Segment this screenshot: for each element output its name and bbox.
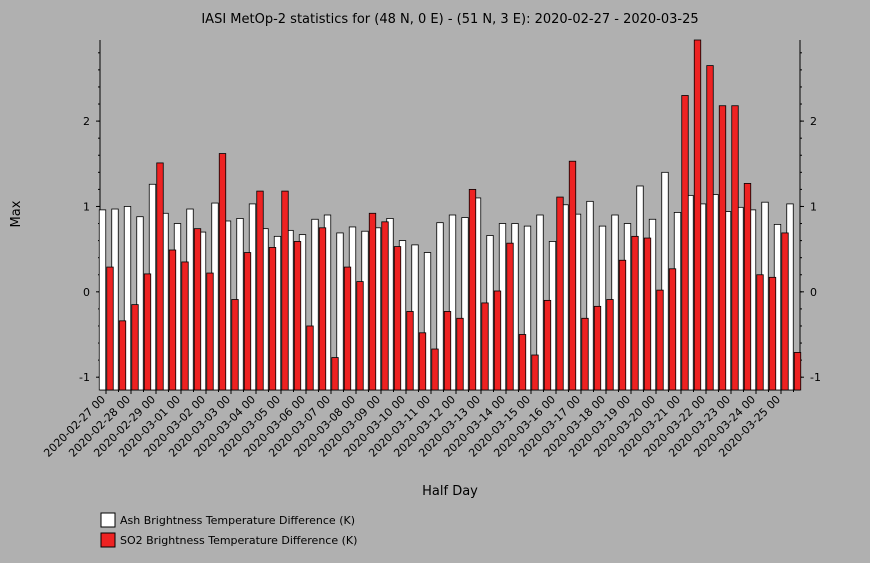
so2-bar xyxy=(331,357,339,391)
so2-bar xyxy=(656,289,664,391)
so2-bar xyxy=(256,190,264,391)
bars xyxy=(98,39,802,391)
ash-bar xyxy=(136,216,144,391)
ash-bar xyxy=(336,232,344,391)
y-tick-label-right: 1 xyxy=(810,200,817,213)
so2-bar xyxy=(393,246,402,391)
so2-bar xyxy=(281,190,289,391)
so2-bar xyxy=(531,354,539,391)
so2-bar xyxy=(381,221,389,391)
so2-bar xyxy=(218,153,227,391)
so2-bar xyxy=(156,162,164,391)
so2-bar xyxy=(718,105,727,391)
so2-bar xyxy=(193,228,202,391)
so2-bar xyxy=(756,274,764,391)
so2-bar xyxy=(368,212,377,391)
so2-bar xyxy=(631,235,639,391)
ash-bar xyxy=(523,225,532,391)
ash-bar xyxy=(536,214,544,391)
legend: Ash Brightness Temperature Difference (K… xyxy=(100,512,357,548)
legend-label-ash: Ash Brightness Temperature Difference (K… xyxy=(120,514,355,527)
so2-bar xyxy=(706,65,714,391)
so2-bar xyxy=(318,227,327,391)
ash-bar xyxy=(448,214,457,391)
so2-bar xyxy=(643,237,652,391)
so2-bar xyxy=(356,281,364,391)
so2-bar xyxy=(493,290,502,391)
so2-bar xyxy=(268,247,277,391)
so2-bar xyxy=(168,249,177,391)
so2-bar xyxy=(743,183,752,391)
so2-bar xyxy=(406,311,414,391)
so2-bar xyxy=(606,299,614,391)
y-tick-label-left: 0 xyxy=(83,286,90,299)
so2-bar xyxy=(143,273,152,391)
ash-bar xyxy=(461,217,469,391)
so2-bar xyxy=(131,304,139,391)
so2-bar xyxy=(481,302,489,391)
so2-bar xyxy=(431,348,439,391)
legend-label-so2: SO2 Brightness Temperature Difference (K… xyxy=(120,534,357,547)
y-tick-label-left: 1 xyxy=(83,200,90,213)
so2-bar xyxy=(518,334,527,391)
so2-bar xyxy=(181,261,189,391)
y-tick-label-left: 2 xyxy=(83,115,90,128)
legend-swatch-so2 xyxy=(100,532,116,548)
chart-title: IASI MetOp-2 statistics for (48 N, 0 E) … xyxy=(201,12,698,27)
so2-bar xyxy=(343,266,352,391)
so2-bar xyxy=(768,276,777,391)
legend-swatch-ash xyxy=(100,512,116,528)
so2-bar xyxy=(731,105,739,391)
ash-bar xyxy=(123,206,132,391)
x-axis-label: Half Day xyxy=(422,484,478,499)
so2-bar xyxy=(293,241,302,391)
so2-bar xyxy=(506,242,514,391)
so2-bar xyxy=(581,317,589,391)
so2-bar xyxy=(668,268,677,391)
so2-bar xyxy=(618,259,627,391)
y-axis-label: Max xyxy=(9,200,24,227)
so2-bar xyxy=(443,311,452,391)
y-tick-label-right: 2 xyxy=(810,115,817,128)
y-tick-label-right: -1 xyxy=(810,371,821,384)
so2-bar xyxy=(693,39,702,391)
so2-bar xyxy=(556,196,564,391)
so2-bar xyxy=(781,232,789,391)
so2-bar xyxy=(456,317,464,391)
so2-bar xyxy=(543,299,552,391)
so2-bar xyxy=(568,160,577,391)
ash-bar xyxy=(661,171,669,391)
so2-bar xyxy=(681,95,689,391)
so2-bar xyxy=(793,352,802,391)
y-tick-label-left: -1 xyxy=(79,371,90,384)
so2-bar xyxy=(593,305,602,391)
ash-bar xyxy=(436,222,444,391)
ash-bar xyxy=(586,200,594,391)
so2-bar xyxy=(106,266,114,391)
ash-bar xyxy=(98,209,107,391)
so2-bar xyxy=(206,272,214,391)
ash-bar xyxy=(423,252,432,391)
so2-bar xyxy=(418,332,427,391)
so2-bar xyxy=(231,299,239,391)
y-tick-label-right: 0 xyxy=(810,286,817,299)
so2-bar xyxy=(118,320,127,391)
so2-bar xyxy=(306,325,314,391)
ash-bar xyxy=(311,218,319,391)
so2-bar xyxy=(468,188,477,391)
so2-bar xyxy=(243,252,252,391)
